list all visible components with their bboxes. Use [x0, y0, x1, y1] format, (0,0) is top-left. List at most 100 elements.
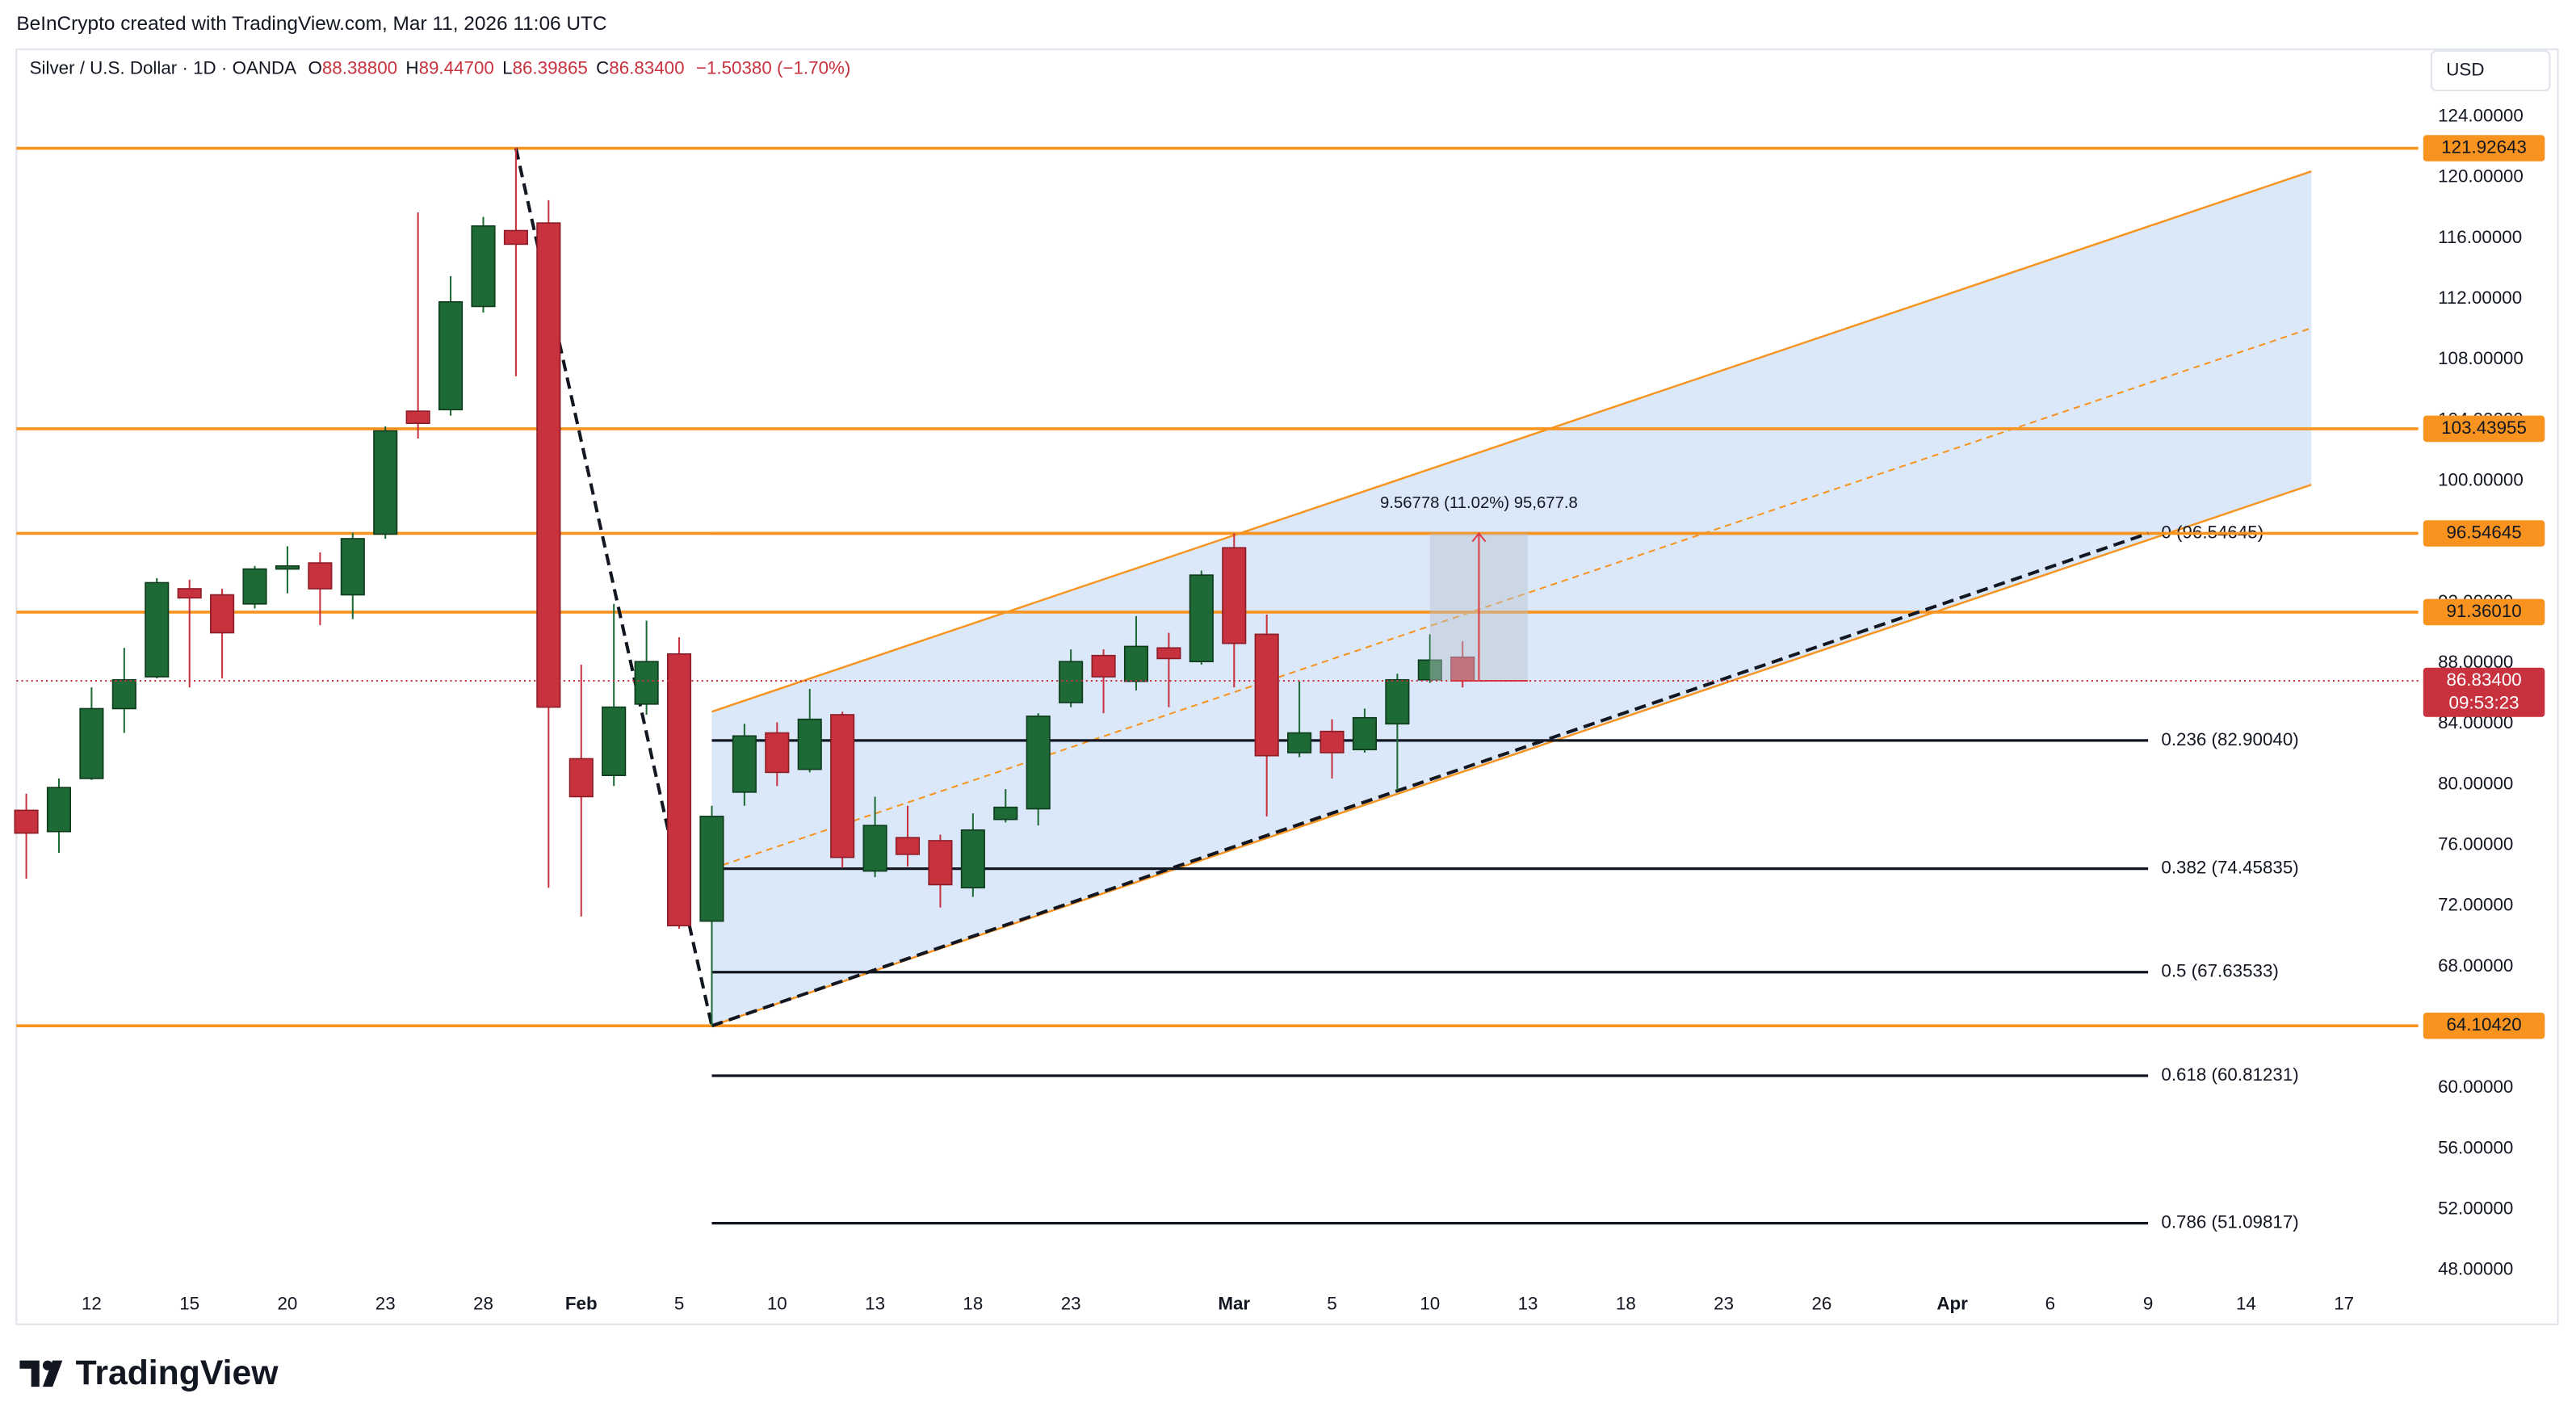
channel-upper: [711, 170, 2312, 713]
y-tick-label: 76.00000: [2438, 834, 2513, 854]
x-tick-label: 6: [2045, 1293, 2055, 1313]
level-label: 96.54645: [2446, 522, 2521, 542]
ohlc-value: 89.44700: [419, 57, 494, 78]
ohlc-key: C: [596, 57, 609, 78]
candle-body: [1287, 732, 1312, 753]
candle-body: [1450, 656, 1475, 682]
candle-body: [373, 430, 398, 535]
x-tick-label: 23: [375, 1293, 396, 1313]
symbol-line: Silver / U.S. Dollar · 1D · OANDA O88.38…: [30, 57, 851, 78]
candle-body: [145, 581, 170, 678]
ohlc-value: 88.38800: [322, 57, 397, 78]
candle-body: [79, 707, 104, 779]
x-tick-label: Mar: [1218, 1293, 1250, 1313]
last-price-label: 86.83400: [2446, 670, 2521, 690]
x-tick-label: 26: [1811, 1293, 1831, 1313]
candle-body: [405, 410, 430, 424]
candle-body: [275, 565, 300, 570]
fib-label: 0.382 (74.45835): [2161, 857, 2298, 877]
ohlc-value: 86.39865: [513, 57, 588, 78]
y-tick-label: 52.00000: [2438, 1198, 2513, 1219]
level-label-box: [2423, 135, 2545, 162]
logo-text: TradingView: [76, 1354, 279, 1392]
candle-body: [340, 538, 365, 596]
fib-label: 0.5 (67.63533): [2161, 961, 2278, 981]
fib-label: 0.786 (51.09817): [2161, 1211, 2298, 1232]
x-tick-label: 23: [1061, 1293, 1081, 1313]
candle-body: [960, 829, 985, 889]
measure-label: 9.56778 (11.02%) 95,677.8: [1380, 494, 1578, 512]
measure-arrowhead: [1471, 531, 1487, 543]
x-tick-label: 28: [473, 1293, 493, 1313]
fib-label: 0.618 (60.81231): [2161, 1064, 2298, 1085]
x-tick-label: Feb: [565, 1293, 598, 1313]
x-tick-label: 10: [767, 1293, 787, 1313]
level-label-box: [2423, 598, 2545, 626]
x-tick-label: 14: [2236, 1293, 2256, 1313]
level-label-box: [2423, 1012, 2545, 1039]
logo: TradingView: [19, 1354, 279, 1392]
y-tick-label: 112.00000: [2438, 288, 2522, 308]
ohlc-value: 86.83400: [609, 57, 684, 78]
x-tick-label: 13: [865, 1293, 885, 1313]
x-tick-label: 5: [674, 1293, 684, 1313]
candle-body: [1059, 661, 1084, 703]
last-price-box: [2423, 667, 2545, 717]
candle-body: [438, 301, 464, 411]
candle-body: [666, 653, 692, 927]
x-tick-label: 18: [1616, 1293, 1636, 1313]
candle-body: [993, 806, 1018, 821]
candle-body: [699, 816, 724, 922]
candle-body: [1091, 654, 1116, 678]
x-tick-label: 12: [82, 1293, 102, 1313]
level-label: 91.36010: [2446, 601, 2521, 621]
currency[interactable]: USD: [2446, 59, 2484, 79]
level-label: 121.92643: [2441, 136, 2527, 157]
x-tick-label: 13: [1518, 1293, 1538, 1313]
change: −1.50380 (−1.70%): [696, 57, 850, 78]
logo-icon-dot: [42, 1360, 53, 1371]
candle-body: [242, 568, 267, 605]
candle-body: [765, 732, 790, 774]
plot: 48.0000052.0000056.0000060.0000064.00000…: [14, 105, 2545, 1313]
attribution: BeInCrypto created with TradingView.com,…: [16, 13, 606, 35]
ohlc-key: H: [405, 57, 418, 78]
candle-body: [46, 787, 72, 833]
y-tick-label: 124.00000: [2438, 105, 2524, 125]
x-tick-label: Apr: [1936, 1293, 1968, 1313]
candle-body: [1222, 547, 1247, 644]
candle-body: [111, 678, 136, 710]
pane-frame: [15, 48, 2559, 1325]
candle-body: [1026, 716, 1051, 810]
y-tick-label: 100.00000: [2438, 469, 2524, 489]
candle-body: [503, 229, 528, 246]
candle-body: [797, 718, 822, 770]
currency-button[interactable]: [2430, 50, 2551, 91]
candle-body: [602, 706, 627, 776]
candle-body: [862, 825, 887, 872]
x-tick-label: 5: [1327, 1293, 1336, 1313]
x-tick-label: 18: [963, 1293, 983, 1313]
candle-body: [1156, 647, 1181, 660]
candle-body: [1319, 730, 1345, 753]
x-tick-label: 15: [179, 1293, 199, 1313]
channel-middle: [711, 327, 2312, 870]
y-tick-label: 108.00000: [2438, 348, 2524, 368]
candle-body: [308, 562, 333, 590]
trend-line: [711, 531, 2149, 1028]
candle-body: [177, 588, 202, 599]
x-tick-label: 23: [1714, 1293, 1734, 1313]
x-tick-label: 20: [278, 1293, 298, 1313]
candle-body: [1417, 659, 1442, 681]
candle-body: [536, 222, 561, 708]
y-tick-label: 120.00000: [2438, 166, 2524, 187]
fib-label: 0.236 (82.90040): [2161, 729, 2298, 749]
x-tick-label: 10: [1420, 1293, 1440, 1313]
countdown: 09:53:23: [2449, 692, 2519, 712]
y-tick-label: 116.00000: [2438, 227, 2522, 247]
candle-body: [830, 714, 855, 858]
y-tick-label: 80.00000: [2438, 773, 2513, 793]
y-tick-label: 56.00000: [2438, 1137, 2513, 1157]
candle-body: [1189, 574, 1214, 663]
candle-body: [471, 225, 496, 308]
